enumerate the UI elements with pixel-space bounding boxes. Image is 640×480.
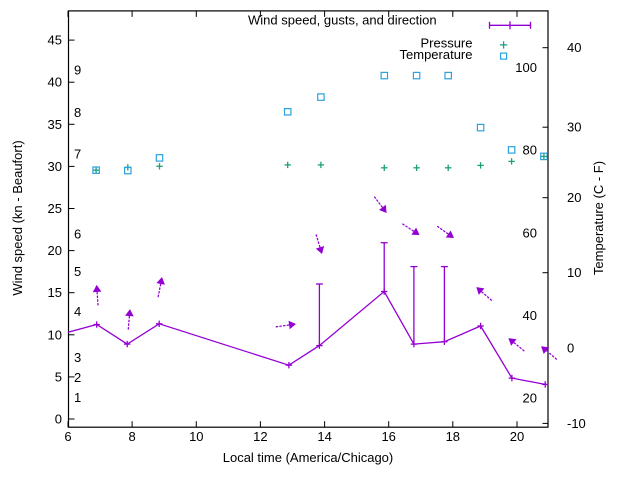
svg-text:0: 0	[55, 412, 62, 427]
svg-text:Local time (America/Chicago): Local time (America/Chicago)	[223, 450, 394, 465]
svg-text:100: 100	[515, 60, 537, 75]
svg-text:4: 4	[74, 304, 81, 319]
svg-text:35: 35	[48, 117, 62, 132]
svg-text:8: 8	[74, 105, 81, 120]
svg-text:Temperature (C - F): Temperature (C - F)	[591, 161, 606, 275]
svg-text:40: 40	[523, 308, 537, 323]
svg-text:-10: -10	[567, 416, 586, 431]
svg-text:18: 18	[446, 429, 460, 444]
svg-text:16: 16	[381, 429, 395, 444]
svg-text:Wind speed, gusts, and directi: Wind speed, gusts, and direction	[248, 13, 437, 28]
svg-text:14: 14	[317, 429, 331, 444]
svg-text:8: 8	[128, 429, 135, 444]
svg-text:5: 5	[74, 264, 81, 279]
svg-text:20: 20	[510, 429, 524, 444]
svg-text:10: 10	[567, 265, 581, 280]
svg-text:7: 7	[74, 147, 81, 162]
svg-text:25: 25	[48, 201, 62, 216]
svg-text:15: 15	[48, 285, 62, 300]
svg-text:60: 60	[523, 225, 537, 240]
svg-text:2: 2	[74, 370, 81, 385]
svg-text:0: 0	[567, 341, 574, 356]
svg-text:5: 5	[55, 369, 62, 384]
svg-text:40: 40	[48, 75, 62, 90]
svg-text:6: 6	[64, 429, 71, 444]
svg-text:Wind speed (kn - Beaufort): Wind speed (kn - Beaufort)	[10, 140, 25, 295]
svg-text:80: 80	[523, 143, 537, 158]
svg-text:10: 10	[189, 429, 203, 444]
svg-text:3: 3	[74, 350, 81, 365]
svg-text:45: 45	[48, 33, 62, 48]
svg-text:20: 20	[48, 243, 62, 258]
svg-text:20: 20	[523, 391, 537, 406]
svg-text:40: 40	[567, 40, 581, 55]
svg-text:20: 20	[567, 190, 581, 205]
svg-text:1: 1	[74, 390, 81, 405]
svg-text:9: 9	[74, 63, 81, 78]
svg-text:Temperature: Temperature	[400, 47, 473, 62]
svg-text:10: 10	[48, 327, 62, 342]
svg-text:12: 12	[253, 429, 267, 444]
svg-text:30: 30	[48, 159, 62, 174]
svg-text:6: 6	[74, 227, 81, 242]
svg-text:30: 30	[567, 120, 581, 135]
